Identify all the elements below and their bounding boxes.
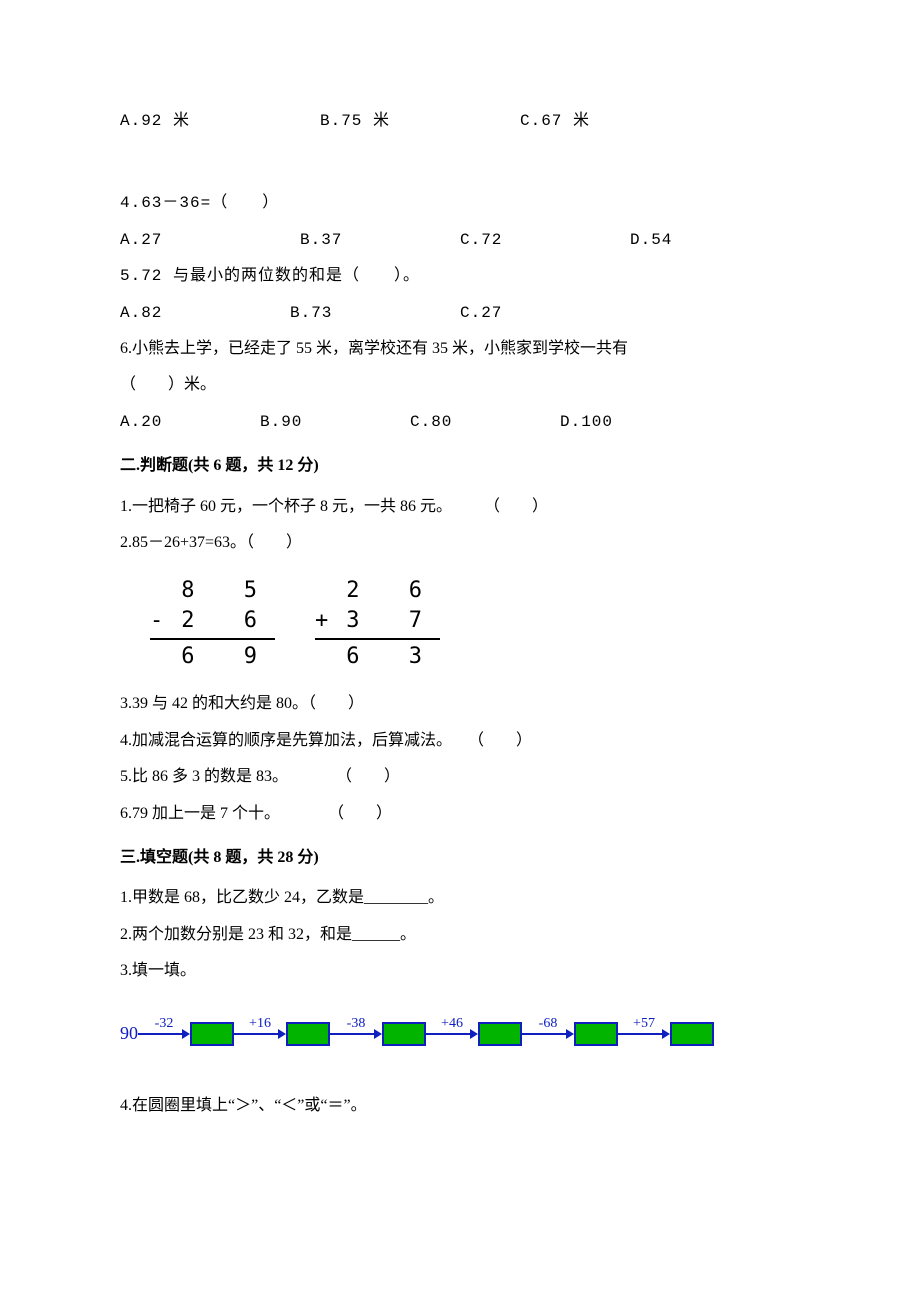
arrow-right-icon <box>662 1029 670 1039</box>
calc-col-2: 2 6 +3 7 6 3 <box>315 576 440 671</box>
q5-options: A.82 B.73 C.27 <box>120 298 800 328</box>
section-3-heading: 三.填空题(共 8 题，共 28 分) <box>120 843 800 873</box>
calc1-row3: 6 9 <box>150 642 275 672</box>
calc2-row3: 6 3 <box>315 642 440 672</box>
chain-result-box <box>478 1022 522 1046</box>
chain-arrow: -32 <box>138 1029 190 1039</box>
s3-q1: 1.甲数是 68，比乙数少 24，乙数是________。 <box>120 883 800 913</box>
arrow-right-icon <box>374 1029 382 1039</box>
calc-col-1: 8 5 -2 6 6 9 <box>150 576 275 671</box>
chain-arrow-line <box>426 1033 470 1035</box>
chain-arrow: +57 <box>618 1029 670 1039</box>
chain-start: 90 <box>120 1016 138 1050</box>
s3-q2: 2.两个加数分别是 23 和 32，和是______。 <box>120 920 800 950</box>
s2-q6: 6.79 加上一是 7 个十。 （ ） <box>120 799 800 829</box>
arrow-right-icon <box>182 1029 190 1039</box>
q5-stem: 5.72 与最小的两位数的和是（ ）。 <box>120 261 800 291</box>
chain-arrow-line <box>522 1033 566 1035</box>
q6-stem-line2: （ ）米。 <box>120 370 800 400</box>
chain-result-box <box>190 1022 234 1046</box>
chain-result-box <box>286 1022 330 1046</box>
chain-result-box <box>382 1022 426 1046</box>
s3-q4: 4.在圆圈里填上“＞”、“＜”或“＝”。 <box>120 1091 800 1121</box>
q3-opt-a: A.92 米 <box>120 106 320 136</box>
q4-stem: 4.63－36=（ ） <box>120 188 800 218</box>
q4-opt-c: C.72 <box>460 225 630 255</box>
q5-opt-c: C.27 <box>460 298 502 328</box>
q4-opt-d: D.54 <box>630 225 672 255</box>
q6-stem-line1: 6.小熊去上学，已经走了 55 米，离学校还有 35 米，小熊家到学校一共有 <box>120 334 800 364</box>
q6-opt-d: D.100 <box>560 407 613 437</box>
calc2-rule <box>315 638 440 640</box>
chain-arrow-line <box>138 1033 182 1035</box>
q5-opt-b: B.73 <box>290 298 460 328</box>
q6-opt-a: A.20 <box>120 407 260 437</box>
worksheet-page: A.92 米 B.75 米 C.67 米 4.63－36=（ ） A.27 B.… <box>0 0 920 1302</box>
arrow-right-icon <box>278 1029 286 1039</box>
q3-opt-b: B.75 米 <box>320 106 520 136</box>
q4-opt-b: B.37 <box>300 225 460 255</box>
q4-options: A.27 B.37 C.72 D.54 <box>120 225 800 255</box>
section-2-heading: 二.判断题(共 6 题，共 12 分) <box>120 451 800 481</box>
chain-arrow: +16 <box>234 1029 286 1039</box>
q3-prev-options: A.92 米 B.75 米 C.67 米 <box>120 106 800 136</box>
chain-arrow-line <box>330 1033 374 1035</box>
arrow-right-icon <box>470 1029 478 1039</box>
calc2-row1: 2 6 <box>315 576 440 606</box>
chain-result-box <box>574 1022 618 1046</box>
s2-q1: 1.一把椅子 60 元，一个杯子 8 元，一共 86 元。 （ ） <box>120 492 800 522</box>
chain-arrow-line <box>234 1033 278 1035</box>
chain-arrow: +46 <box>426 1029 478 1039</box>
q6-opt-c: C.80 <box>410 407 560 437</box>
q5-opt-a: A.82 <box>120 298 290 328</box>
calc1-row2: -2 6 <box>150 606 275 636</box>
s2-q4: 4.加减混合运算的顺序是先算加法，后算减法。 （ ） <box>120 726 800 756</box>
q6-opt-b: B.90 <box>260 407 410 437</box>
q4-opt-a: A.27 <box>120 225 300 255</box>
calc1-row1: 8 5 <box>150 576 275 606</box>
s2-q5: 5.比 86 多 3 的数是 83。 （ ） <box>120 762 800 792</box>
arrow-right-icon <box>566 1029 574 1039</box>
s2-q2: 2.85－26+37=63。（ ） <box>120 528 800 558</box>
calc1-rule <box>150 638 275 640</box>
operation-chain: 90 -32 +16 -38 +46 -68 +57 <box>120 1016 800 1050</box>
s2-q3: 3.39 与 42 的和大约是 80。（ ） <box>120 689 800 719</box>
vertical-arithmetic: 8 5 -2 6 6 9 2 6 +3 7 6 3 <box>150 576 800 671</box>
chain-arrow: -68 <box>522 1029 574 1039</box>
chain-arrow: -38 <box>330 1029 382 1039</box>
calc2-row2: +3 7 <box>315 606 440 636</box>
q3-opt-c: C.67 米 <box>520 106 590 136</box>
q6-options: A.20 B.90 C.80 D.100 <box>120 407 800 437</box>
chain-result-box <box>670 1022 714 1046</box>
s3-q3: 3.填一填。 <box>120 956 800 986</box>
chain-arrow-line <box>618 1033 662 1035</box>
